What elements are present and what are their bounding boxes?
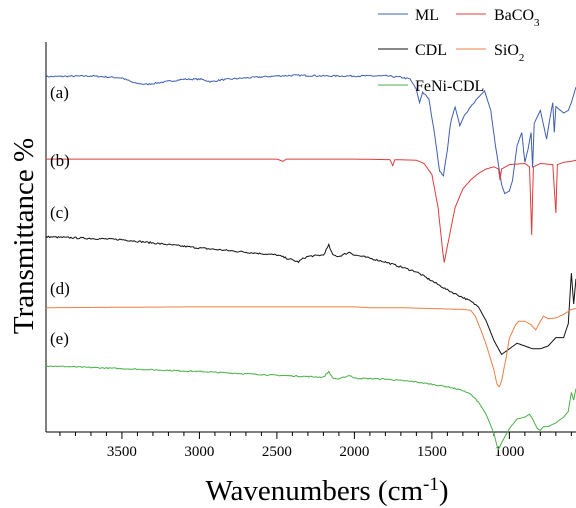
x-axis-title-superscript: -1: [423, 474, 439, 495]
legend-label-sio2: SiO2: [494, 42, 524, 64]
x-axis-title-main: Wavenumbers (cm: [206, 475, 424, 507]
x-tick-label: 3000: [184, 444, 214, 460]
legend-label-text: CDL: [415, 42, 447, 59]
legend-label-ml: ML: [415, 7, 439, 24]
curve-label-feni-cdl: (e): [50, 329, 69, 348]
series-layer: [45, 73, 576, 451]
plot-frame: [45, 42, 576, 433]
x-tick-label: 2500: [262, 444, 292, 460]
series-line-feni-cdl: [45, 365, 576, 451]
legend-label-feni-cdl: FeNi-CDL: [415, 78, 484, 95]
x-tick-label: 1000: [494, 444, 524, 460]
legend-label-cdl: CDL: [415, 42, 447, 59]
legend: ML BaCO3 CDL SiO2 FeNi-CDL: [378, 7, 540, 95]
curve-label-cdl: (c): [50, 203, 69, 222]
curve-labels: (a) (b) (c) (d) (e): [50, 83, 70, 348]
series-line-ml: [45, 73, 576, 195]
series-line-cdl: [45, 235, 576, 356]
series-line-sio2: [46, 306, 576, 388]
legend-label-text: FeNi-CDL: [415, 78, 484, 95]
x-axis-title-close: ): [439, 475, 449, 507]
legend-label-text: ML: [415, 7, 439, 24]
y-axis-title: Transmittance %: [8, 138, 40, 334]
legend-label-baco3: BaCO3: [494, 7, 540, 29]
x-axis-ticks: 3500 3000 2500 2000 1500 1000: [59, 432, 572, 460]
x-tick-label: 2000: [339, 444, 369, 460]
curve-label-baco3: (b): [50, 151, 70, 170]
curve-label-ml: (a): [50, 83, 69, 102]
legend-label-text: BaCO: [494, 7, 534, 24]
x-tick-label: 1500: [417, 444, 447, 460]
curve-label-sio2: (d): [50, 279, 70, 298]
legend-label-text: SiO: [494, 42, 519, 59]
legend-label-subscript: 3: [534, 17, 540, 29]
x-axis-title: Wavenumbers (cm-1): [206, 474, 449, 508]
legend-label-subscript: 2: [519, 52, 525, 64]
series-line-baco3: [46, 158, 576, 263]
x-tick-label: 3500: [107, 444, 137, 460]
